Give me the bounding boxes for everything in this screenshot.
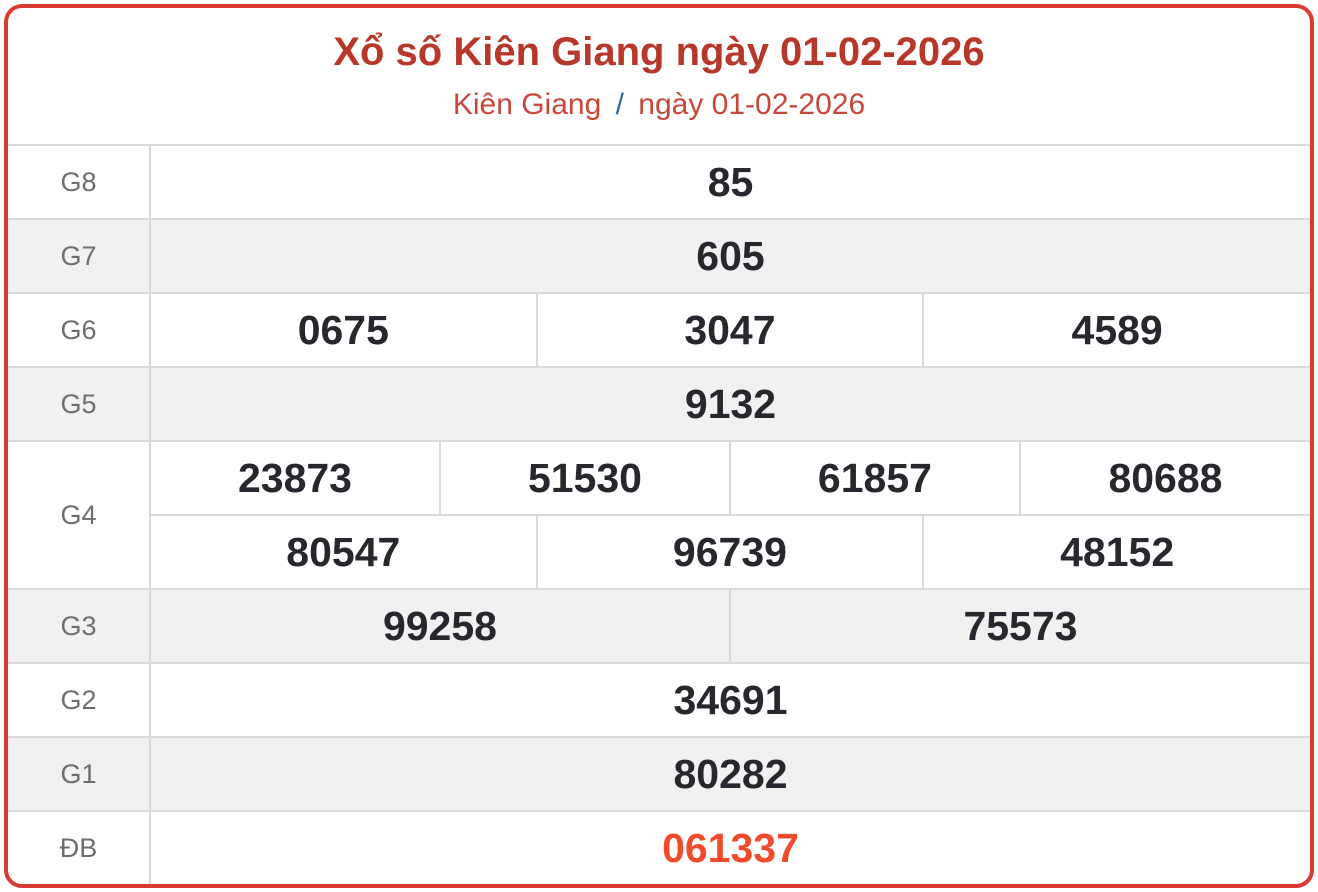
prize-row-g1: G1 80282 <box>8 736 1310 811</box>
prize-label-g5: G5 <box>8 366 151 441</box>
prize-value: 0675 <box>150 292 537 367</box>
prize-label-g6: G6 <box>8 292 151 367</box>
prize-label-db: ĐB <box>8 810 151 884</box>
prize-value: 3047 <box>535 292 924 367</box>
prize-value: 96739 <box>535 514 924 589</box>
prize-row-g2: G2 34691 <box>8 662 1310 737</box>
prize-value: 61857 <box>728 440 1020 515</box>
prize-value: 51530 <box>438 440 730 515</box>
prize-label-g4: G4 <box>8 440 151 589</box>
prize-value: 80688 <box>1018 440 1310 515</box>
prize-label-g2: G2 <box>8 662 151 737</box>
prize-value: 4589 <box>922 292 1310 367</box>
prize-value: 80282 <box>150 736 1310 811</box>
breadcrumb: Kiên Giang / ngày 01-02-2026 <box>8 88 1310 122</box>
prize-row-g5: G5 9132 <box>8 366 1310 441</box>
breadcrumb-separator: / <box>615 88 624 121</box>
prize-row-db: ĐB 061337 <box>8 810 1310 884</box>
prize-value: 34691 <box>150 662 1310 737</box>
special-prize-value: 061337 <box>150 810 1310 884</box>
prize-label-g3: G3 <box>8 588 151 663</box>
prize-row-g4-line1: G4 23873 51530 61857 80688 <box>8 440 1310 589</box>
prize-row-g4-line2: 80547 96739 48152 <box>8 514 1310 589</box>
prize-label-g7: G7 <box>8 218 151 293</box>
prize-value: 85 <box>150 144 1310 219</box>
results-table: G8 85 G7 605 G6 0675 3047 4589 G5 9132 G… <box>8 144 1310 884</box>
prize-value: 80547 <box>150 514 537 589</box>
prize-label-g8: G8 <box>8 144 151 219</box>
prize-row-g6: G6 0675 3047 4589 <box>8 292 1310 367</box>
prize-row-g7: G7 605 <box>8 218 1310 293</box>
prize-row-g8: G8 85 <box>8 144 1310 219</box>
prize-value: 48152 <box>922 514 1310 589</box>
breadcrumb-province-link[interactable]: Kiên Giang <box>452 88 602 121</box>
prize-value: 99258 <box>150 588 730 663</box>
prize-value: 9132 <box>150 366 1310 441</box>
prize-row-g3: G3 99258 75573 <box>8 588 1310 663</box>
lottery-result-card: Xổ số Kiên Giang ngày 01-02-2026 Kiên Gi… <box>4 4 1314 888</box>
prize-value: 75573 <box>728 588 1310 663</box>
breadcrumb-date-link[interactable]: ngày 01-02-2026 <box>638 88 866 121</box>
prize-value: 23873 <box>150 440 440 515</box>
prize-value: 605 <box>150 218 1310 293</box>
prize-label-g1: G1 <box>8 736 151 811</box>
page-title: Xổ số Kiên Giang ngày 01-02-2026 <box>333 30 985 74</box>
card-header: Xổ số Kiên Giang ngày 01-02-2026 Kiên Gi… <box>8 8 1310 144</box>
